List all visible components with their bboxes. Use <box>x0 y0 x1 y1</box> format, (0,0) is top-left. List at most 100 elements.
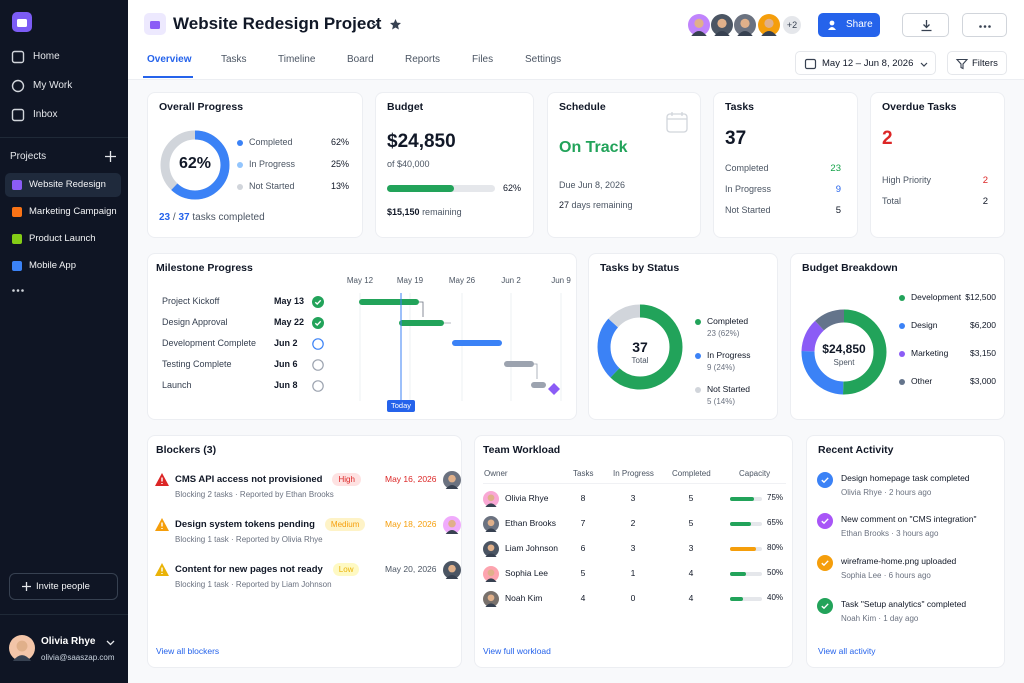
blocker-title: CMS API access not provisioned <box>175 474 323 485</box>
chevron <box>920 62 928 67</box>
calendar-line <box>667 112 687 120</box>
view-all-link[interactable]: View full workload <box>483 646 551 656</box>
axis-label: Jun 9 <box>551 276 571 285</box>
nav-icon <box>11 108 25 122</box>
section-title: Projects <box>10 151 47 162</box>
legend-label: Completed <box>249 137 293 147</box>
milestone-diamond <box>548 383 560 395</box>
legend-value: 25% <box>330 159 349 169</box>
project-color <box>12 207 22 217</box>
calendar <box>666 113 688 133</box>
view-all-link[interactable]: View all blockers <box>156 646 220 656</box>
legend-value: 23 (62%) <box>707 329 740 338</box>
card-title: Blockers (3) <box>156 444 217 456</box>
donut <box>597 304 683 390</box>
column-header: Capacity <box>739 469 771 478</box>
tasks-total: 37 <box>725 128 747 149</box>
nav-icon <box>11 50 25 64</box>
avatar-body <box>485 503 497 507</box>
plus-icon <box>22 582 31 591</box>
avatar-body <box>714 31 730 36</box>
milestone-date: May 13 <box>274 296 305 306</box>
avatar <box>443 471 461 489</box>
activity-meta: Noah Kim · 1 day ago <box>841 614 919 623</box>
donut-total-label: Total <box>631 356 649 365</box>
invite-button[interactable]: Invite people <box>9 573 118 600</box>
owner-name: Ethan Brooks <box>505 518 557 528</box>
activity-user: Sophia Lee <box>841 571 882 580</box>
project-item[interactable]: Website Redesign <box>29 179 106 190</box>
capacity-label: 50% <box>767 568 784 577</box>
schedule-card: Schedule On Track Due Jun 8, 2026 27 days r… <box>547 92 701 238</box>
today-label: Today <box>387 400 415 412</box>
avatar <box>758 14 780 36</box>
days: 27 <box>559 200 570 210</box>
reporter: Reported by Ethan Brooks <box>239 490 334 499</box>
tab[interactable]: Tasks <box>221 54 247 65</box>
legend-dot <box>237 162 243 168</box>
donut-total: 37 <box>632 339 648 355</box>
milestone-date: Jun 6 <box>274 359 298 369</box>
legend-dot <box>695 319 701 325</box>
tab[interactable]: Files <box>472 54 494 65</box>
icon-glyph <box>821 477 829 484</box>
blocker-title: Design system tokens pending <box>175 519 315 530</box>
blocker-title-row: CMS API access not provisioned High <box>175 473 361 486</box>
tasks-by-status-card: Tasks by Status 37 Total Completed 23 (62%) I… <box>588 253 778 420</box>
logo <box>12 12 32 32</box>
tab[interactable]: Timeline <box>278 54 316 65</box>
gantt-bar <box>531 382 546 388</box>
donut-segment <box>801 309 887 395</box>
project-item[interactable]: Mobile App <box>29 260 77 271</box>
nav-item[interactable]: My Work <box>33 80 73 91</box>
avatar-face <box>487 494 495 502</box>
activity-time: 2 hours ago <box>889 488 932 497</box>
warning-icon <box>155 563 169 576</box>
card-title: Milestone Progress <box>156 262 253 274</box>
user-menu <box>106 640 115 646</box>
nav-item[interactable]: Home <box>33 51 60 62</box>
activity-time: 6 hours ago <box>888 571 931 580</box>
share-label: Share <box>846 19 873 30</box>
dot <box>983 25 987 28</box>
axis-label: May 19 <box>396 276 424 285</box>
activity-card: Recent Activity Design homepage task comp… <box>806 435 1005 668</box>
check <box>314 299 322 305</box>
count: 4 <box>688 568 694 578</box>
workload-card: Team Workload Owner Tasks In Progress Comple… <box>474 435 793 668</box>
column-header: Owner <box>484 469 508 478</box>
avatar <box>711 14 733 36</box>
tab[interactable]: Reports <box>405 54 441 65</box>
project-item[interactable]: Marketing Campaign <box>29 206 117 217</box>
filters-button[interactable]: Filters <box>947 51 1007 75</box>
date-range-button[interactable]: May 12 – Jun 8, 2026 <box>795 51 936 75</box>
tab[interactable]: Settings <box>525 54 562 65</box>
project-item[interactable]: Product Launch <box>29 233 96 244</box>
view-all-link[interactable]: View all activity <box>818 646 876 656</box>
download-button[interactable] <box>902 13 949 37</box>
nav-item[interactable]: Inbox <box>33 109 58 120</box>
blocker-meta: Blocking 2 tasks · Reported by Ethan Bro… <box>175 490 334 499</box>
icon-bg <box>817 598 833 614</box>
budget-breakdown-card: Budget Breakdown $24,850 Spent Development $… <box>790 253 1005 420</box>
blocker-date: May 20, 2026 <box>385 564 437 574</box>
capacity-bar <box>730 547 756 551</box>
more-button[interactable] <box>962 13 1007 37</box>
activity-user: Noah Kim <box>841 614 877 623</box>
avatar-body <box>445 484 459 489</box>
card-title: Team Workload <box>483 444 561 456</box>
project-color <box>12 261 22 271</box>
budget-total: of $40,000 <box>387 159 430 169</box>
share-button[interactable]: Share <box>818 13 880 37</box>
row-value: 23 <box>830 163 841 174</box>
icon-bg <box>817 472 833 488</box>
tab[interactable]: Board <box>347 54 374 65</box>
milestone-name: Design Approval <box>162 317 228 327</box>
extra-members-count: +2 <box>786 20 798 30</box>
tab[interactable]: Overview <box>147 54 192 65</box>
icon-bg <box>817 513 833 529</box>
count: 4 <box>688 593 694 603</box>
blocker-title: Content for new pages not ready <box>175 564 323 575</box>
avatar-face <box>487 519 495 527</box>
count: 5 <box>688 493 694 503</box>
